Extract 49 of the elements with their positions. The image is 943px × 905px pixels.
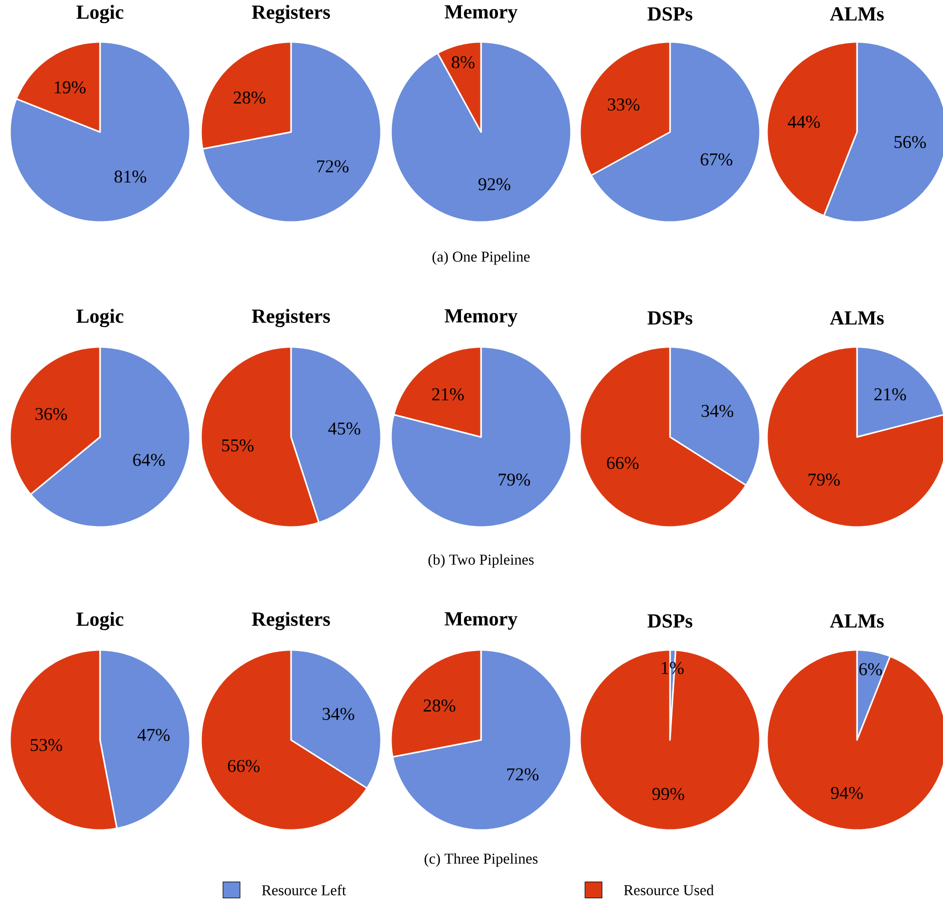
chart-title: Memory (444, 5, 518, 23)
chart-title: Registers (252, 4, 330, 24)
chart-title: ALMs (830, 7, 884, 21)
chart-title: ALMs (830, 614, 884, 628)
data-label: 45% (328, 422, 360, 435)
data-label: 66% (606, 456, 639, 470)
chart-title: DSPs (648, 311, 692, 325)
data-label: 19% (54, 81, 86, 94)
chart-title: Memory (444, 612, 518, 630)
data-label: 21% (874, 388, 906, 400)
data-label: 64% (133, 454, 165, 466)
chart-title: DSPs (648, 614, 692, 628)
text: (a) One Pipeline (432, 251, 530, 265)
chart-title: DSPs (648, 7, 692, 21)
data-label: 6% (859, 663, 882, 676)
chart-title: Memory (444, 309, 518, 327)
data-label: 28% (234, 92, 266, 104)
data-label: 81% (114, 170, 146, 183)
data-label: 33% (608, 98, 640, 111)
data-label: 79% (498, 474, 530, 486)
data-label: 99% (652, 788, 684, 800)
text: (c) Three Pipelines (424, 853, 538, 867)
data-label: 67% (700, 153, 732, 166)
chart-title: Logic (76, 4, 124, 24)
data-label: 55% (222, 439, 254, 452)
data-label: 34% (322, 708, 354, 720)
data-label: 92% (478, 178, 510, 190)
data-label: 72% (507, 768, 538, 780)
chart-title: Logic (76, 612, 124, 630)
chart-title: Registers (252, 308, 330, 328)
data-label: 44% (788, 116, 820, 128)
chart-title: Registers (252, 612, 330, 630)
data-label: 79% (808, 474, 840, 486)
data-label: 28% (424, 700, 456, 712)
data-label: 53% (30, 738, 62, 752)
text: (b) Two Pipleines (428, 554, 534, 568)
data-label: 21% (432, 388, 464, 400)
data-label: 8% (452, 56, 474, 68)
data-label: 72% (317, 160, 348, 172)
data-label: 36% (36, 408, 68, 420)
chart-title: ALMs (830, 311, 884, 325)
data-label: 34% (702, 404, 734, 418)
data-label: 94% (831, 786, 863, 800)
legend-label: Resource Used (624, 884, 714, 896)
legend-label: Resource Left (262, 884, 346, 896)
data-label: 56% (894, 136, 926, 148)
data-label: 66% (228, 760, 260, 772)
data-label: 47% (138, 728, 170, 742)
chart-title: Logic (76, 308, 124, 328)
